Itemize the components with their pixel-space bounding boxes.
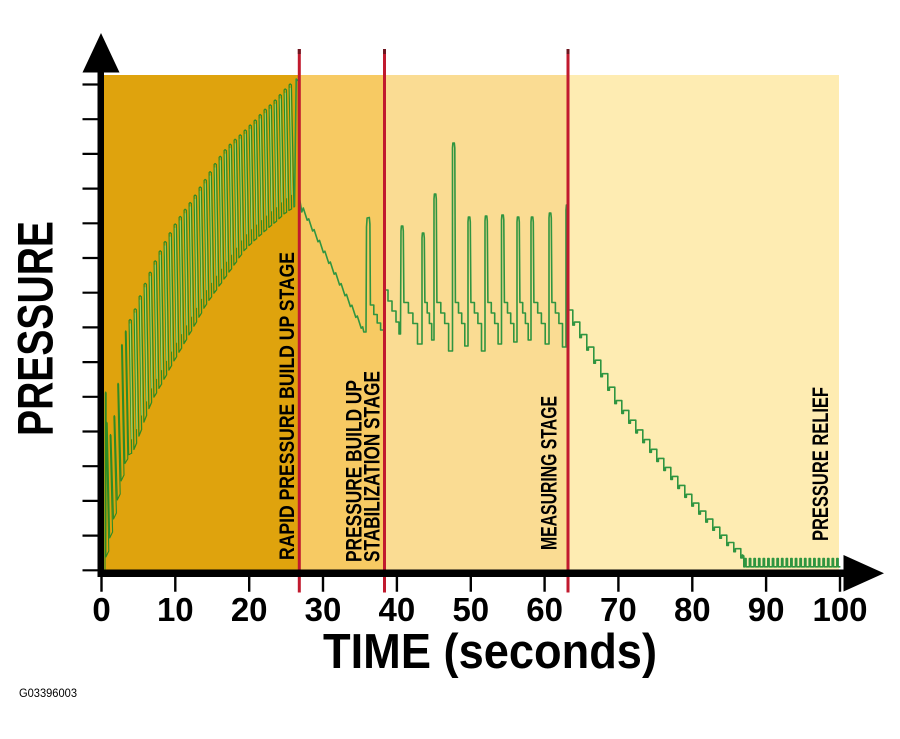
svg-text:30: 30 — [305, 591, 342, 628]
svg-text:50: 50 — [452, 591, 489, 628]
svg-text:PRESSURE RELIEF: PRESSURE RELIEF — [808, 387, 833, 541]
svg-text:MEASURING STAGE: MEASURING STAGE — [537, 396, 562, 550]
svg-text:80: 80 — [674, 591, 711, 628]
svg-text:TIME (seconds): TIME (seconds) — [323, 625, 657, 679]
svg-text:STABILIZATION STAGE: STABILIZATION STAGE — [360, 371, 385, 562]
svg-text:90: 90 — [748, 591, 785, 628]
svg-text:70: 70 — [600, 591, 637, 628]
svg-text:RAPID PRESSURE BUILD UP STAGE: RAPID PRESSURE BUILD UP STAGE — [276, 252, 299, 560]
svg-text:PRESSURE: PRESSURE — [8, 221, 64, 436]
svg-text:100: 100 — [812, 591, 867, 628]
svg-text:40: 40 — [379, 591, 416, 628]
svg-text:0: 0 — [92, 591, 110, 628]
svg-text:PRESSURE BUILD UP: PRESSURE BUILD UP — [342, 380, 367, 562]
svg-text:20: 20 — [231, 591, 268, 628]
svg-text:60: 60 — [526, 591, 563, 628]
svg-text:G03396003: G03396003 — [19, 688, 77, 700]
svg-text:10: 10 — [157, 591, 194, 628]
